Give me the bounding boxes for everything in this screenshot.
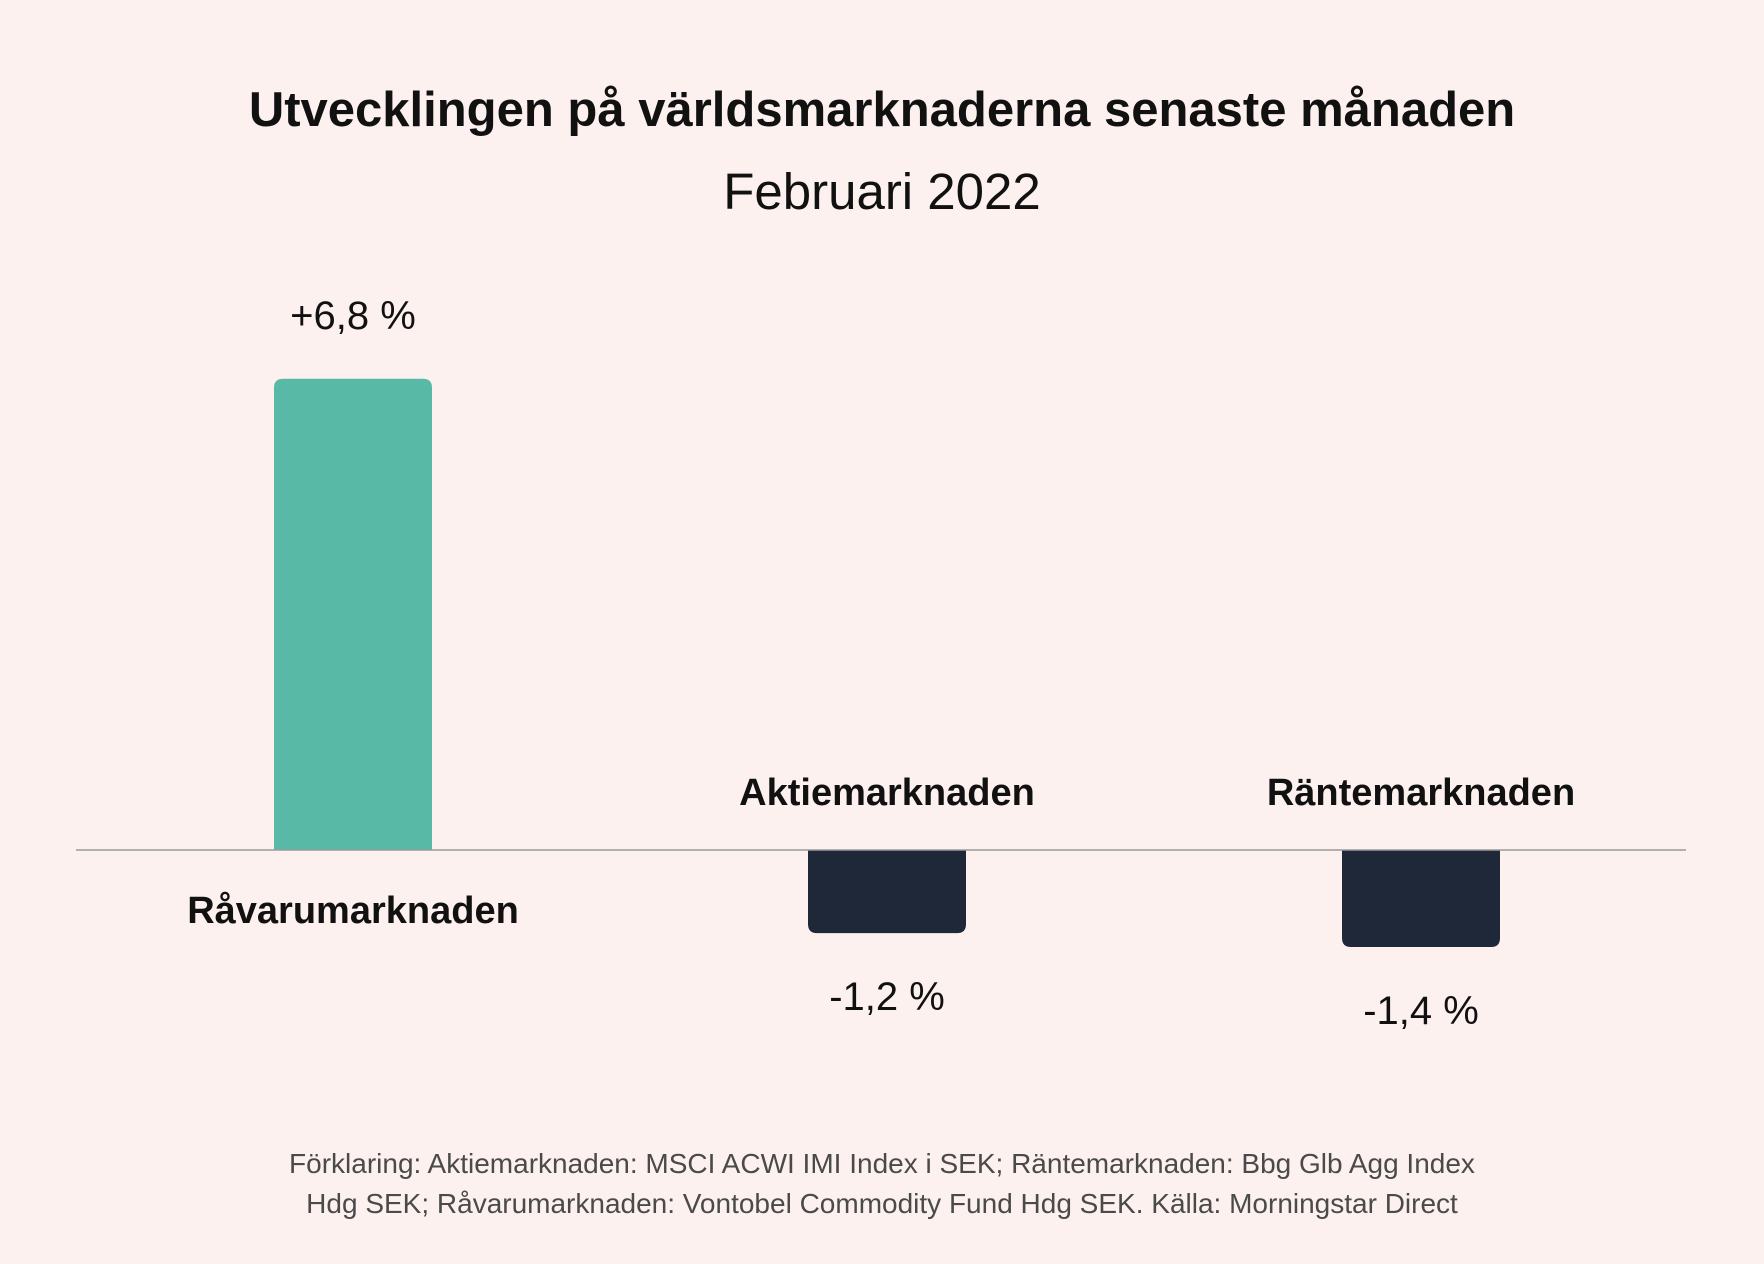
labels-layer: +6,8 % Råvarumarknaden -1,2 % Aktiemarknade… bbox=[187, 294, 1575, 1033]
bar-2 bbox=[1342, 850, 1500, 948]
chart-title: Utvecklingen på världsmarknaderna senast… bbox=[248, 83, 1516, 137]
footnote-line-1: Förklaring: Aktiemarknaden: MSCI ACWI IM… bbox=[289, 1148, 1475, 1179]
footnote-line-2: Hdg SEK; Råvarumarknaden: Vontobel Commo… bbox=[306, 1188, 1458, 1219]
bar-0 bbox=[274, 378, 432, 850]
footnote: Förklaring: Aktiemarknaden: MSCI ACWI IM… bbox=[132, 1144, 1632, 1224]
category-label-2: Räntemarknaden bbox=[1267, 772, 1575, 814]
category-label-0: Råvarumarknaden bbox=[187, 890, 519, 932]
value-label-0: +6,8 % bbox=[290, 294, 416, 338]
value-label-1: -1,2 % bbox=[829, 975, 945, 1019]
value-label-2: -1,4 % bbox=[1363, 989, 1479, 1033]
chart-subtitle: Februari 2022 bbox=[723, 163, 1041, 220]
bar-1 bbox=[808, 850, 966, 934]
category-label-1: Aktiemarknaden bbox=[739, 772, 1035, 814]
bars-layer bbox=[274, 378, 1500, 948]
